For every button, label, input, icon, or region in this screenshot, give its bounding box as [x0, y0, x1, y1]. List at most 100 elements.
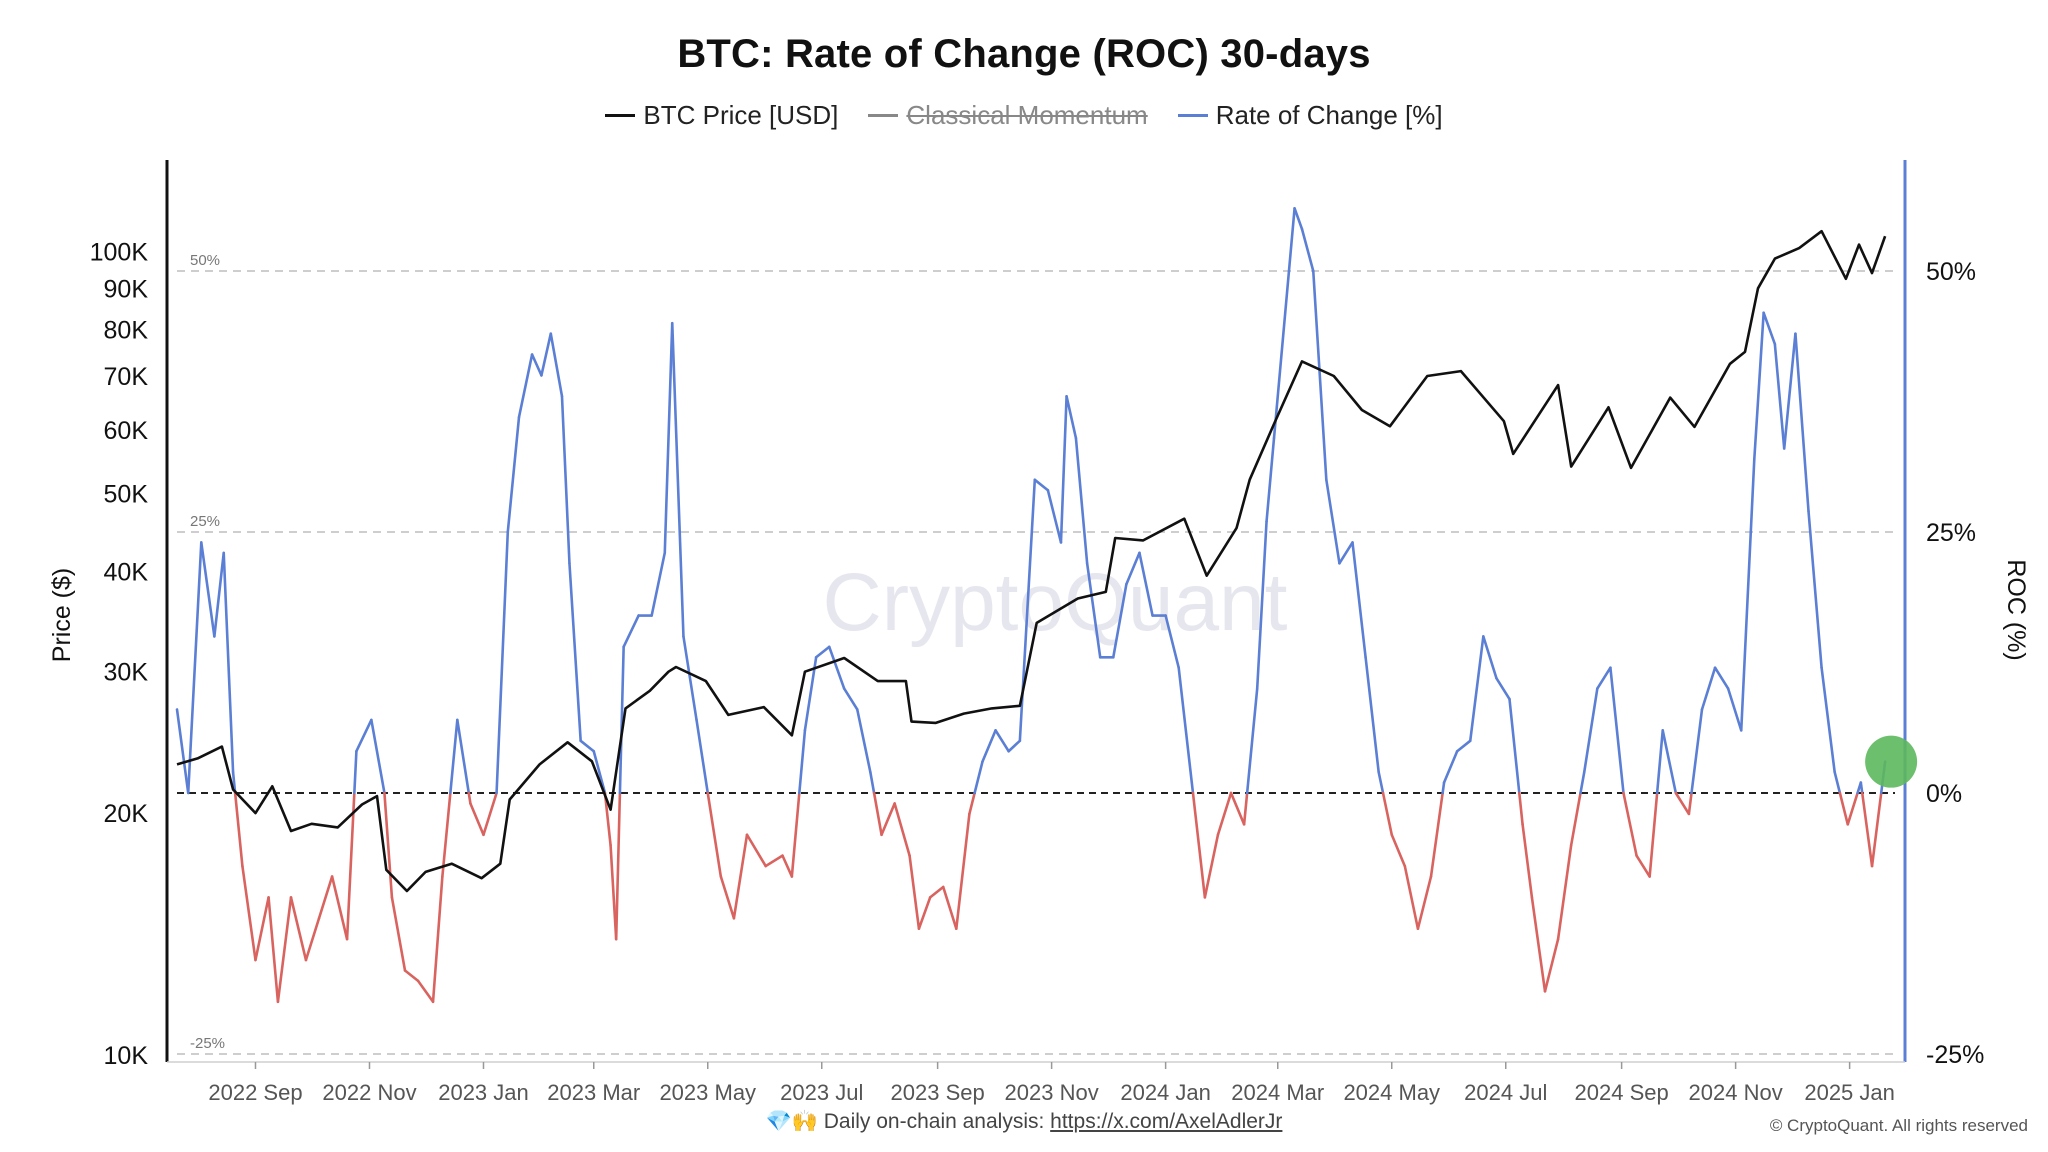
roc-segment — [175, 708, 190, 795]
roc-segment — [1216, 791, 1233, 837]
roc-segment — [603, 791, 612, 847]
roc-segment — [1177, 666, 1194, 784]
roc-segment — [1046, 488, 1063, 544]
roc-segment — [530, 353, 543, 377]
legend-label-rate-of-change: Rate of Change [%] — [1215, 100, 1443, 130]
roc-segment — [1111, 582, 1128, 659]
diamond-hands-icon: 💎🙌 — [765, 1110, 818, 1133]
roc-segment — [1455, 739, 1472, 753]
roc-segment — [1293, 207, 1304, 231]
legend-label-btc-price: BTC Price [USD] — [643, 100, 839, 130]
roc-segment — [1482, 635, 1498, 680]
roc-segment — [383, 791, 394, 899]
roc-segment — [618, 645, 625, 795]
roc-segment — [1300, 227, 1315, 273]
roc-segment — [370, 718, 386, 795]
roc-segment — [1508, 697, 1521, 795]
roc-segment — [663, 321, 674, 555]
left-tick-label: 50K — [104, 480, 149, 508]
roc-segment — [1125, 551, 1141, 586]
roc-segment — [449, 718, 459, 795]
roc-segment — [1390, 833, 1407, 868]
roc-segment — [1530, 896, 1547, 993]
roc-segment — [506, 415, 521, 534]
roc-segment — [732, 833, 749, 920]
roc-segment — [330, 875, 349, 941]
roc-segment — [1582, 687, 1599, 774]
roc-segment — [1833, 770, 1842, 795]
x-tick-label: 2022 Nov — [322, 1080, 416, 1105]
footer-link[interactable]: https://x.com/AxelAdlerJr — [1050, 1110, 1283, 1133]
roc-segment — [549, 332, 564, 398]
roc-segment — [1860, 791, 1874, 868]
x-tick-label: 2023 Jan — [438, 1080, 529, 1105]
roc-segment — [893, 802, 911, 857]
roc-segment — [798, 729, 807, 795]
btc-price-line — [176, 229, 1887, 893]
roc-segment — [622, 614, 640, 649]
left-tick-label: 90K — [104, 275, 149, 303]
roc-segment — [1085, 562, 1102, 659]
roc-segment — [1870, 791, 1883, 868]
roc-segment — [1364, 655, 1380, 774]
roc-segment — [353, 749, 358, 795]
roc-segment — [695, 718, 710, 795]
roc-segment — [289, 896, 308, 962]
roc-segment — [1442, 749, 1459, 784]
copyright-text: © CryptoQuant. All rights reserved — [1769, 1116, 2028, 1135]
roc-segment — [186, 541, 203, 795]
roc-segment — [495, 530, 510, 795]
roc-segment — [955, 812, 971, 931]
legend-item-rate-of-change[interactable]: Rate of Change [%] — [1177, 100, 1443, 131]
roc-segment — [592, 749, 607, 795]
roc-segment — [1007, 739, 1022, 753]
x-tick-label: 2024 Jan — [1120, 1080, 1211, 1105]
roc-segment — [355, 718, 373, 753]
x-tick-label: 2023 Nov — [1005, 1080, 1099, 1105]
roc-segment — [1191, 791, 1207, 899]
roc-segment — [199, 541, 216, 638]
roc-segment — [869, 770, 876, 795]
x-tick-label: 2024 Jul — [1464, 1080, 1547, 1105]
roc-segment — [1690, 708, 1704, 795]
roc-segment — [1820, 666, 1836, 774]
roc-segment — [317, 875, 334, 920]
watermark: CryptoQuant — [823, 557, 1288, 648]
roc-segment — [1687, 791, 1693, 816]
roc-segment — [1311, 269, 1328, 482]
legend-item-btc-price[interactable]: BTC Price [USD] — [605, 100, 838, 131]
chart-legend: BTC Price [USD] Classical Momentum Rate … — [0, 100, 2048, 131]
roc-segment — [540, 332, 553, 377]
roc-segment — [1556, 843, 1573, 941]
roc-segment — [814, 645, 831, 659]
roc-segment — [1381, 791, 1394, 837]
roc-segment — [1655, 729, 1665, 795]
highlight-marker — [1865, 735, 1918, 788]
roc-segment — [908, 854, 921, 931]
ref-line-label: 50% — [190, 252, 220, 269]
roc-segment — [941, 885, 958, 931]
roc-segment — [1190, 781, 1195, 795]
roc-segment — [1726, 687, 1743, 732]
roc-segment — [764, 854, 784, 868]
legend-item-classical-momentum[interactable]: Classical Momentum — [868, 100, 1148, 131]
left-tick-label: 70K — [104, 363, 149, 391]
right-tick-label: 50% — [1926, 258, 1976, 286]
roc-segment — [1609, 666, 1625, 795]
left-tick-label: 30K — [104, 659, 149, 687]
roc-segment — [880, 802, 896, 837]
roc-segment — [872, 791, 883, 837]
roc-segment — [1794, 332, 1810, 513]
roc-segment — [981, 729, 997, 763]
legend-swatch-btc-price — [605, 114, 636, 117]
right-tick-label: -25% — [1926, 1041, 1984, 1069]
right-tick-label: 0% — [1926, 780, 1962, 808]
roc-segment — [1495, 676, 1511, 701]
roc-segment — [1203, 833, 1220, 899]
roc-segment — [1416, 875, 1433, 931]
roc-segment — [469, 802, 485, 837]
footer-prefix: Daily on-chain analysis: — [823, 1110, 1045, 1133]
roc-segment — [560, 394, 571, 565]
roc-segment — [1661, 729, 1678, 795]
